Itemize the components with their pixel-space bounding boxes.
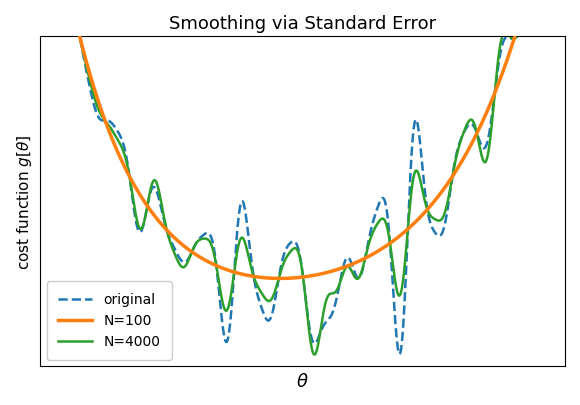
original [433, 232, 440, 237]
original [441, 222, 448, 226]
N=4000 [108, 129, 115, 134]
Y-axis label: cost function $g[\theta]$: cost function $g[\theta]$ [15, 134, 34, 269]
N=100 [108, 137, 115, 142]
Line: original: original [63, 0, 541, 354]
Line: N=100: N=100 [63, 0, 541, 279]
original [108, 122, 115, 127]
N=4000 [270, 292, 277, 297]
original [396, 352, 403, 357]
N=4000 [311, 352, 318, 357]
N=100 [441, 185, 448, 190]
N=100 [433, 197, 440, 202]
N=100 [389, 240, 396, 245]
original [270, 305, 277, 309]
N=4000 [389, 255, 396, 260]
N=100 [270, 276, 277, 281]
Line: N=4000: N=4000 [63, 0, 541, 355]
original [253, 289, 260, 294]
original [388, 261, 395, 266]
X-axis label: $\theta$: $\theta$ [296, 372, 309, 390]
N=4000 [433, 218, 440, 223]
N=4000 [441, 210, 448, 215]
N=4000 [253, 282, 260, 287]
Legend: original, N=100, N=4000: original, N=100, N=4000 [46, 282, 172, 360]
Title: Smoothing via Standard Error: Smoothing via Standard Error [169, 15, 436, 33]
N=100 [277, 276, 284, 281]
N=100 [253, 275, 260, 279]
